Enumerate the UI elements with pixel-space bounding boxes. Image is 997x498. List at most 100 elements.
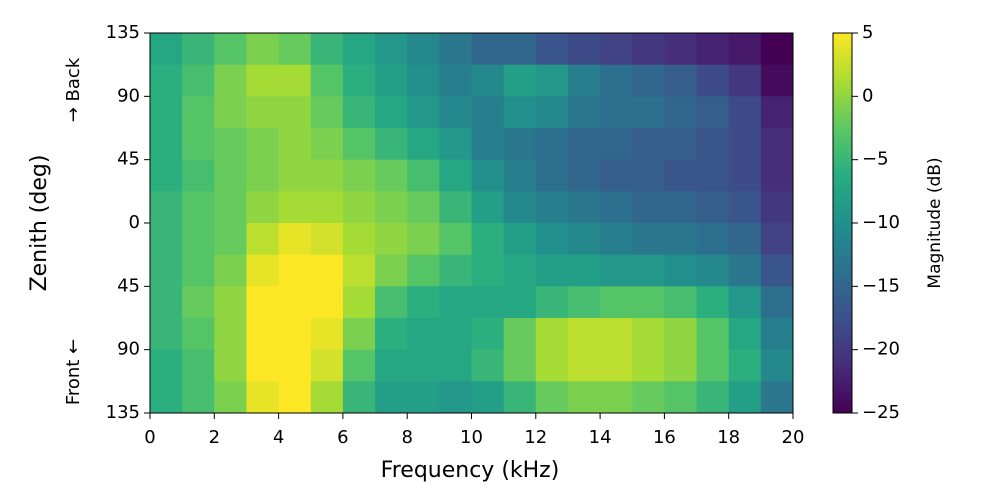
heatmap-cell — [471, 381, 505, 414]
heatmap-cell — [246, 349, 280, 382]
heatmap-cell — [246, 318, 280, 351]
heatmap-cell — [535, 381, 569, 414]
heatmap-cell — [278, 254, 312, 287]
y-tick-label: 135 — [106, 402, 140, 423]
heatmap-cell — [664, 223, 698, 256]
heatmap-cell — [214, 254, 247, 287]
heatmap-cell — [214, 349, 247, 382]
heatmap-cell — [728, 381, 762, 414]
heatmap-cell — [471, 318, 505, 351]
heatmap-cell — [760, 381, 794, 414]
heatmap-cell — [567, 349, 601, 382]
heatmap-cell — [375, 159, 408, 192]
heatmap-cell — [664, 64, 698, 97]
heatmap-cell — [696, 286, 730, 319]
heatmap-cell — [214, 318, 247, 351]
heatmap-cell — [600, 286, 633, 319]
heatmap-cell — [471, 191, 505, 224]
heatmap-cell — [439, 286, 472, 319]
heatmap-cell — [246, 254, 280, 287]
heatmap-cell — [342, 64, 376, 97]
heatmap-cell — [182, 381, 215, 414]
heatmap-cell — [407, 159, 440, 192]
heatmap-cell — [342, 381, 376, 414]
heatmap-cell — [182, 64, 215, 97]
x-tick-label: 14 — [589, 427, 612, 448]
heatmap-cell — [760, 254, 794, 287]
heatmap-cell — [503, 96, 537, 129]
heatmap-cell — [342, 128, 376, 161]
x-tick-label: 4 — [273, 427, 284, 448]
heatmap-cell — [632, 223, 665, 256]
heatmap-cell — [278, 318, 312, 351]
heatmap-cell — [246, 159, 280, 192]
annotation: → Back — [63, 57, 84, 122]
heatmap-cell — [760, 128, 794, 161]
heatmap-cell — [342, 96, 376, 129]
heatmap-cell — [375, 318, 408, 351]
heatmap-cell — [760, 286, 794, 319]
heatmap-cell — [696, 254, 730, 287]
heatmap-cell — [150, 33, 183, 66]
heatmap-cell — [760, 349, 794, 382]
heatmap-cell — [535, 223, 569, 256]
heatmap-cell — [439, 159, 472, 192]
heatmap-cell — [310, 191, 344, 224]
heatmap-cell — [246, 64, 280, 97]
heatmap-cell — [310, 223, 344, 256]
heatmap-cell — [407, 254, 440, 287]
heatmap-cell — [182, 33, 215, 66]
heatmap-cell — [664, 286, 698, 319]
heatmap-cell — [664, 96, 698, 129]
heatmap-cell — [728, 191, 762, 224]
heatmap-cell — [503, 381, 537, 414]
heatmap-cell — [503, 254, 537, 287]
heatmap-cell — [439, 254, 472, 287]
heatmap-cell — [310, 318, 344, 351]
heatmap-cell — [696, 64, 730, 97]
heatmap-cell — [182, 286, 215, 319]
heatmap-cell — [471, 96, 505, 129]
heatmap-cell — [439, 191, 472, 224]
heatmap-cell — [760, 159, 794, 192]
heatmap-cell — [278, 64, 312, 97]
heatmap-cell — [246, 128, 280, 161]
y-tick-label: 135 — [106, 22, 140, 43]
heatmap-cell — [342, 33, 376, 66]
heatmap-cell — [728, 33, 762, 66]
heatmap-cell — [246, 286, 280, 319]
x-tick-label: 6 — [337, 427, 348, 448]
heatmap-cell — [567, 191, 601, 224]
heatmap-cell — [760, 191, 794, 224]
colorbar-tick-label: −10 — [862, 212, 900, 233]
heatmap-cell — [728, 96, 762, 129]
heatmap-cell — [342, 223, 376, 256]
colorbar-tick-label: 0 — [862, 85, 873, 106]
heatmap-cell — [246, 223, 280, 256]
heatmap-cell — [632, 286, 665, 319]
heatmap-cell — [278, 33, 312, 66]
heatmap-cell — [310, 64, 344, 97]
heatmap-cell — [696, 159, 730, 192]
heatmap-cell — [246, 33, 280, 66]
heatmap-cell — [214, 33, 247, 66]
heatmap-cell — [150, 223, 183, 256]
heatmap-cell — [150, 96, 183, 129]
colorbar-tick-label: 5 — [862, 22, 873, 43]
heatmap-cell — [150, 381, 183, 414]
heatmap-cell — [728, 159, 762, 192]
heatmap-cell — [696, 349, 730, 382]
heatmap-cell — [664, 349, 698, 382]
y-axis-label: Zenith (deg) — [27, 155, 52, 292]
colorbar-label: Magnitude (dB) — [925, 157, 945, 288]
heatmap-cell — [503, 318, 537, 351]
heatmap-cell — [407, 318, 440, 351]
heatmap-cell — [600, 191, 633, 224]
heatmap-cell — [728, 128, 762, 161]
heatmap-cell — [567, 381, 601, 414]
heatmap-cell — [150, 349, 183, 382]
heatmap-cell — [150, 286, 183, 319]
heatmap-cell — [310, 159, 344, 192]
heatmap-cell — [696, 381, 730, 414]
heatmap-cell — [375, 286, 408, 319]
